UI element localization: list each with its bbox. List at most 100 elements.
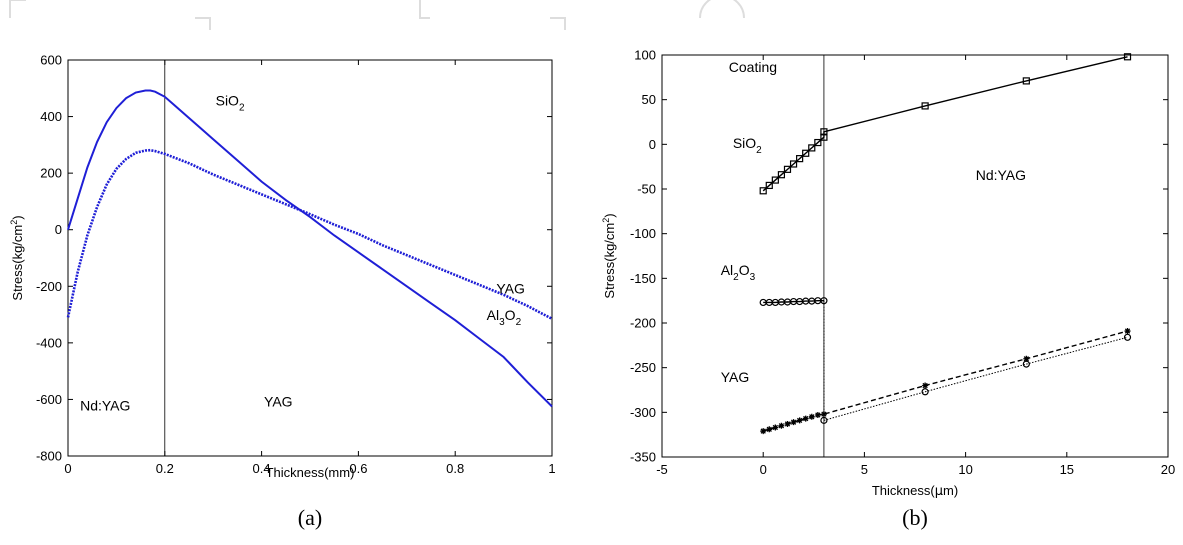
- annotation-subscript: 3: [499, 317, 505, 328]
- data-point-star: [760, 428, 767, 435]
- data-point-square: [921, 102, 929, 110]
- annotation-text: Al: [487, 307, 499, 323]
- x-tick-label: 0.6: [349, 461, 367, 476]
- y-tick-label: -200: [630, 316, 656, 331]
- series-line-1: [762, 56, 1128, 192]
- x-label-base: Thickness(: [872, 483, 936, 498]
- data-point-square: [802, 149, 810, 157]
- data-point-star: [814, 412, 821, 419]
- x-tick-label: 15: [1060, 462, 1074, 477]
- data-point-square: [783, 165, 792, 173]
- chart-panel-a: 0 0.2 0.4 0.6 0.8 1 -800 -600 -400 -200 0 200 400 600…: [9, 53, 556, 531]
- y-tick-label: -350: [630, 450, 656, 465]
- x-label-tail: m): [943, 483, 958, 498]
- x-tick-label: 1: [548, 461, 555, 476]
- data-point-circle: [921, 388, 929, 396]
- data-point-square: [820, 128, 828, 136]
- plot-frame: [661, 54, 1169, 458]
- annotation-subscript: 2: [733, 272, 739, 283]
- series-line-1: [67, 89, 553, 408]
- y-label-sup: 2: [601, 218, 611, 223]
- x-tick-label: 0.4: [253, 461, 271, 476]
- y-tick-label: -400: [36, 335, 62, 350]
- x-tick-label: 10: [958, 462, 972, 477]
- y-label-tail: ): [10, 215, 25, 219]
- y-tick-label: -50: [637, 182, 656, 197]
- y-tick-label: -150: [630, 271, 656, 286]
- y-axis-label: Stress(kg/cm2): [601, 213, 617, 298]
- data-point-square: [808, 144, 816, 152]
- x-axis-label: Thickness(μm): [872, 483, 958, 499]
- annotation-text: SiO: [216, 92, 239, 108]
- x-tick-label: 0: [760, 462, 767, 477]
- data-point-star: [778, 422, 785, 429]
- annotation-text: SiO: [733, 135, 756, 151]
- annotation-subscript: 2: [239, 102, 245, 113]
- data-point-square: [1022, 77, 1030, 85]
- y-tick-label: 200: [40, 166, 62, 181]
- y-tick-label: -250: [630, 360, 656, 375]
- data-point-star: [820, 411, 827, 418]
- x-tick-label: 0.2: [156, 461, 174, 476]
- annotation-text: O: [505, 307, 516, 323]
- y-tick-label: -200: [36, 279, 62, 294]
- data-point-square: [789, 160, 798, 168]
- x-label-greek: μ: [935, 484, 943, 499]
- y-tick-label: 600: [40, 53, 62, 68]
- annotation-subscript: 2: [756, 145, 762, 156]
- x-tick-label: 5: [861, 462, 868, 477]
- data-point-star: [1023, 355, 1030, 362]
- panel-label-b: (b): [902, 505, 928, 530]
- x-tick-label: 0: [64, 461, 71, 476]
- data-point-star: [772, 424, 779, 431]
- y-axis-label: Stress(kg/cm2): [9, 215, 25, 300]
- data-point-square: [796, 155, 804, 163]
- data-point-square: [820, 133, 828, 141]
- data-point-square: [765, 181, 773, 190]
- annotation-label: YAG: [264, 394, 293, 410]
- data-point-square: [814, 138, 822, 147]
- x-tick-label: 20: [1161, 462, 1175, 477]
- annotation-label: YAG: [721, 369, 750, 385]
- annotation-text: O: [739, 262, 750, 278]
- y-label-tail: ): [602, 213, 617, 217]
- annotation-label: Nd:YAG: [80, 398, 130, 414]
- plot-frame: [67, 59, 553, 457]
- data-point-circle: [820, 297, 828, 305]
- series-group: [759, 53, 1132, 435]
- data-point-star: [796, 417, 803, 424]
- data-point-star: [922, 382, 929, 389]
- series-line-2: [66, 148, 553, 320]
- annotation-subscript: 2: [516, 317, 522, 328]
- data-point-star: [790, 419, 797, 426]
- annotation-label: SiO2: [733, 135, 762, 156]
- data-point-star: [766, 426, 773, 433]
- annotation-label: SiO2: [216, 92, 245, 113]
- y-tick-label: 100: [634, 48, 656, 63]
- series-line-4: [823, 336, 1128, 421]
- y-tick-label: 0: [55, 222, 62, 237]
- data-point-circle: [820, 416, 828, 424]
- data-point-star: [802, 415, 809, 422]
- y-tick-label: 400: [40, 109, 62, 124]
- y-tick-label: -300: [630, 405, 656, 420]
- data-point-circle: [1022, 360, 1030, 368]
- x-tick-label: 0.8: [446, 461, 464, 476]
- annotation-subscript: 3: [750, 272, 756, 283]
- page-decoration: [9, 0, 745, 30]
- x-axis-label: Thickness(mm): [266, 465, 355, 480]
- annotation-text: Al: [721, 262, 733, 278]
- series-line-2: [763, 299, 824, 304]
- series-line-3: [763, 330, 1128, 432]
- y-tick-label: 0: [649, 137, 656, 152]
- y-tick-label: -100: [630, 226, 656, 241]
- data-point-star: [1124, 328, 1131, 335]
- y-label-sup: 2: [9, 220, 19, 225]
- annotation-label: Nd:YAG: [976, 167, 1026, 183]
- data-point-circle: [1123, 333, 1132, 341]
- annotation-label: YAG: [496, 280, 525, 296]
- y-tick-label: -600: [36, 392, 62, 407]
